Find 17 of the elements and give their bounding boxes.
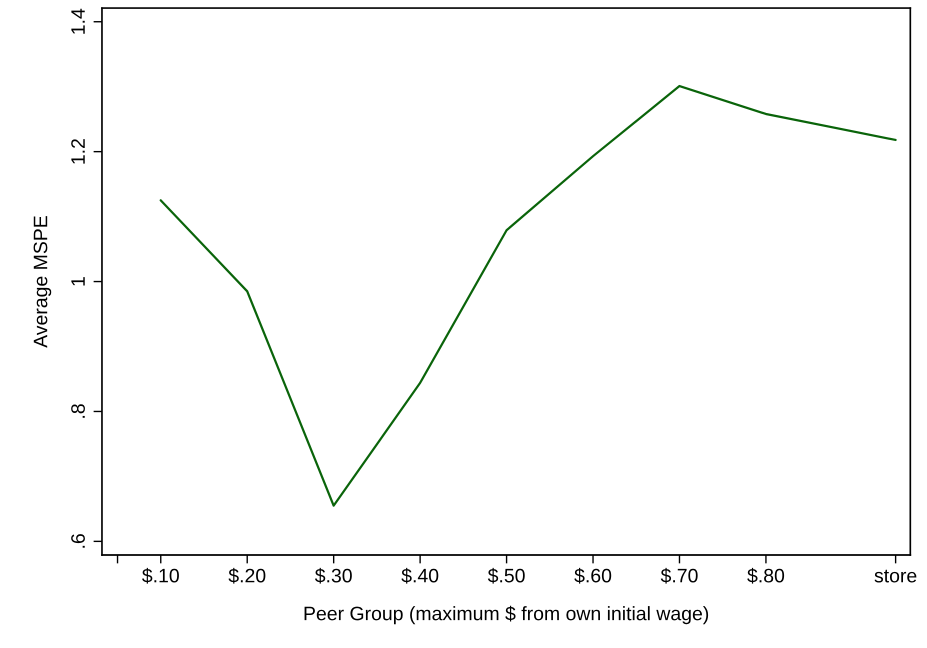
y-tick-label: .8 <box>71 404 85 418</box>
y-tick-label: .6 <box>71 534 85 548</box>
y-tick-label: 1.4 <box>71 8 85 34</box>
x-axis-title: Peer Group (maximum $ from own initial wage) <box>304 606 708 624</box>
y-tick-label: 1 <box>71 277 85 286</box>
x-tick-label: $.20 <box>228 568 266 584</box>
x-tick-label: $.70 <box>660 568 698 584</box>
line-series <box>160 84 897 507</box>
x-tick-label: store <box>874 570 916 582</box>
y-tick-label: 1.2 <box>71 139 85 164</box>
x-tick-label: $.30 <box>314 568 352 584</box>
x-tick-label: $.10 <box>142 568 179 584</box>
y-axis-title: Average MSPE <box>34 216 52 348</box>
x-tick-label: $.80 <box>747 568 784 584</box>
x-tick-label: $.60 <box>574 568 612 584</box>
x-tick-label: $.40 <box>401 568 438 584</box>
x-tick-label: $.50 <box>488 568 525 584</box>
